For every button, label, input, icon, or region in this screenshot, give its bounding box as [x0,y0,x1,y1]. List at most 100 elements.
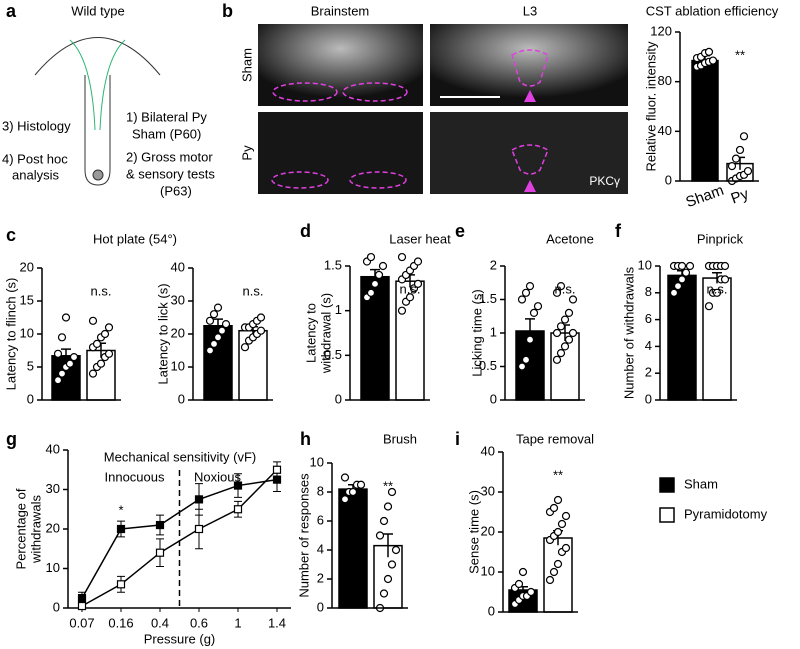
data-point [568,328,578,338]
y-tick-label: 10 [310,454,324,469]
y-axis-label: Latency to lick (s) [155,283,170,384]
data-point [397,306,407,315]
marker [194,524,204,534]
diagram-step: Sham (P60) [132,126,201,141]
data-point [677,275,687,284]
data-point [739,132,749,141]
y-tick-label: 0.5 [479,358,497,373]
chart-title: Hot plate (54°) [93,231,177,246]
region-label: Innocuous [105,469,165,484]
data-point [53,376,63,385]
y-axis-label: Licking time (s) [469,289,484,376]
legend-label: Sham [684,476,718,491]
marker [116,524,126,534]
data-point [521,288,531,297]
y-tick-label: 2 [317,570,324,585]
y-axis-label: Number of withdrawals [621,266,636,399]
data-point [533,302,543,311]
data-point [57,369,67,378]
x-tick-label: 0.4 [151,615,169,630]
bar [691,59,719,182]
data-point [340,473,350,482]
data-point [387,560,397,569]
data-point [217,326,227,335]
data-point [669,288,679,297]
data-point [552,355,562,364]
y-tick-label: 0.5 [324,347,342,362]
brain-outline [34,37,161,76]
marker [194,495,204,504]
annotation: n.s. [243,283,264,298]
y-axis-label: Latency to [303,303,318,363]
micrograph [430,112,628,194]
y-axis-label: Percentage of [13,488,28,569]
data-point [708,56,718,65]
data-point [556,322,566,331]
error-bar [61,348,71,363]
panel-letter: e [455,221,465,241]
data-point [568,295,578,304]
y-tick-label: 30 [481,483,495,498]
panel-letter: g [6,429,17,449]
data-point [720,275,730,284]
data-point [61,313,71,322]
marker [272,465,282,474]
x-tick-label: Py [729,185,752,207]
diagram-step: (P63) [160,183,192,198]
data-point [370,279,380,288]
chart-title: CST ablation efficiency [646,3,779,18]
x-tick-label: 1 [234,615,241,630]
cord-section [92,169,104,181]
arrowhead [524,90,536,102]
data-point [525,335,535,344]
panel-letter: f [615,221,622,241]
data-point [677,261,687,271]
image-column: Brainstem [311,3,370,18]
data-point [560,315,570,324]
y-tick-label: 0 [665,172,672,187]
y-tick-label: 0 [27,391,34,406]
y-tick-label: 0 [317,599,324,614]
x-tick-label: 0.16 [108,615,133,630]
y-axis-label: withdrawal (s) [318,293,333,374]
data-point [712,288,722,297]
data-point [379,589,389,598]
y-tick-label: 2 [645,365,652,380]
data-point [681,268,691,277]
y-axis-label: Latency to flinch (s) [3,278,18,391]
data-point [356,480,366,489]
diagram-step: 4) Post hoc [2,151,68,166]
chart-title: Acetone [546,231,594,246]
data-point [387,487,397,497]
y-tick-label: 40 [171,259,185,274]
data-point [213,333,223,342]
x-tick-label: 0.6 [190,615,208,630]
y-tick-label: 0 [645,391,652,406]
data-point [704,47,714,56]
chart-title: Laser heat [389,231,451,246]
annotation: ** [553,467,563,482]
panel-letter: h [300,429,311,449]
y-tick-label: 30 [171,292,185,307]
marker [233,481,243,490]
data-point [517,362,527,371]
y-tick-label: 20 [20,259,34,274]
data-point [557,519,567,529]
data-point [104,349,114,358]
data-point [564,335,574,344]
data-point [743,166,753,176]
data-point [221,320,231,329]
panel-letter: b [222,1,233,21]
bar [338,488,368,609]
marker [116,580,126,589]
data-point [561,543,571,553]
data-point [704,302,714,311]
error-bar [383,533,393,558]
roi-outlines [271,49,549,189]
y-tick-label: 0 [488,603,495,618]
y-tick-label: 0 [178,391,185,406]
data-point [88,316,98,325]
y-tick-label: 6 [645,311,652,326]
data-point [553,559,563,569]
y-tick-label: 1 [490,324,497,339]
